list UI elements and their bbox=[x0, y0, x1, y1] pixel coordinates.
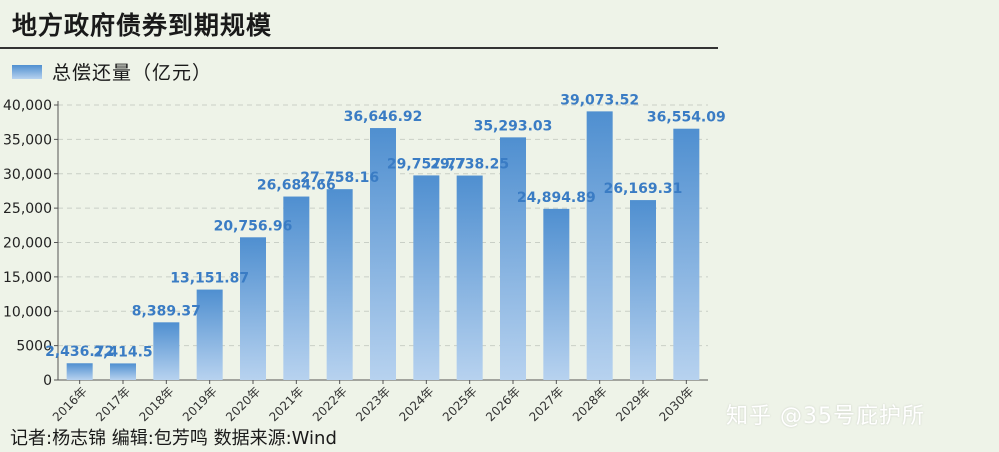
title-divider bbox=[0, 47, 718, 49]
bar-value-label: 36,554.09 bbox=[647, 110, 726, 126]
bar bbox=[110, 363, 136, 380]
y-tick-label: 5000 bbox=[16, 339, 52, 355]
x-tick-label: 2030年 bbox=[656, 384, 696, 424]
x-tick-label: 2027年 bbox=[526, 384, 566, 424]
y-tick-label: 35,000 bbox=[3, 132, 52, 148]
bar bbox=[456, 175, 483, 380]
bar bbox=[66, 363, 93, 380]
bar-value-label: 13,151.87 bbox=[170, 271, 249, 287]
bar bbox=[543, 208, 570, 380]
bar-value-label: 26,169.31 bbox=[604, 181, 683, 197]
bar-value-label: 26,684.66 bbox=[257, 178, 336, 194]
bar-value-label: 29,757.77 bbox=[387, 156, 466, 172]
y-tick-label: 10,000 bbox=[3, 304, 52, 320]
bar bbox=[196, 289, 223, 380]
y-tick-label: 40,000 bbox=[3, 98, 52, 114]
x-tick-label: 2025年 bbox=[440, 384, 480, 424]
legend-label: 总偿还量（亿元） bbox=[52, 62, 213, 84]
x-tick-label: 2023年 bbox=[353, 384, 393, 424]
y-tick-label: 15,000 bbox=[3, 270, 52, 286]
x-tick-label: 2019年 bbox=[180, 384, 220, 424]
bars bbox=[66, 111, 700, 380]
x-tick-label: 2016年 bbox=[50, 384, 90, 424]
y-tick-label: 25,000 bbox=[3, 201, 52, 217]
bar-value-label: 2,414.5 bbox=[93, 344, 152, 360]
bar-value-label: 36,646.92 bbox=[344, 109, 423, 125]
x-tick-label: 2026年 bbox=[483, 384, 523, 424]
bar-value-label: 29,738.25 bbox=[430, 157, 509, 173]
y-tick-label: 0 bbox=[43, 373, 52, 389]
x-tick-label: 2029年 bbox=[613, 384, 653, 424]
y-tick-label: 20,000 bbox=[3, 236, 52, 252]
bar bbox=[240, 237, 266, 380]
bar-value-label: 35,293.03 bbox=[474, 118, 553, 134]
bar bbox=[283, 196, 310, 380]
bar-value-label: 27,758.16 bbox=[300, 170, 379, 186]
x-tick-label: 2028年 bbox=[570, 384, 610, 424]
bar-value-label: 2,436.72 bbox=[45, 344, 114, 360]
bar bbox=[673, 128, 700, 380]
bar bbox=[370, 128, 396, 380]
bar bbox=[630, 200, 656, 380]
y-tick-label: 30,000 bbox=[3, 167, 52, 183]
legend: 总偿还量（亿元） bbox=[12, 58, 212, 85]
value-labels: 2,436.722,414.5 8,389.37 13,151.87 20,756.9… bbox=[45, 92, 726, 360]
x-tick-label: 2017年 bbox=[93, 384, 133, 424]
bar bbox=[153, 322, 180, 380]
footer-credits: 记者:杨志锦 编辑:包芳鸣 数据来源:Wind bbox=[10, 428, 337, 449]
legend-swatch bbox=[12, 64, 42, 79]
bar bbox=[413, 175, 440, 380]
x-tick-label: 2018年 bbox=[136, 384, 176, 424]
bar-value-label: 8,389.37 bbox=[132, 303, 201, 319]
bar-value-label: 24,894.89 bbox=[517, 190, 596, 206]
x-tick-label: 2021年 bbox=[266, 384, 306, 424]
x-tick-label: 2024年 bbox=[396, 384, 436, 424]
bar bbox=[500, 137, 526, 380]
x-tick-label: 2022年 bbox=[310, 384, 350, 424]
bar bbox=[326, 189, 353, 380]
bar-value-label: 39,073.52 bbox=[560, 92, 639, 108]
chart-title: 地方政府债券到期规模 bbox=[12, 11, 273, 40]
bar bbox=[586, 111, 613, 380]
x-tick-label: 2020年 bbox=[223, 384, 263, 424]
watermark: 知乎 @35号庇护所 bbox=[726, 404, 925, 429]
bar-value-label: 20,756.96 bbox=[214, 218, 293, 234]
